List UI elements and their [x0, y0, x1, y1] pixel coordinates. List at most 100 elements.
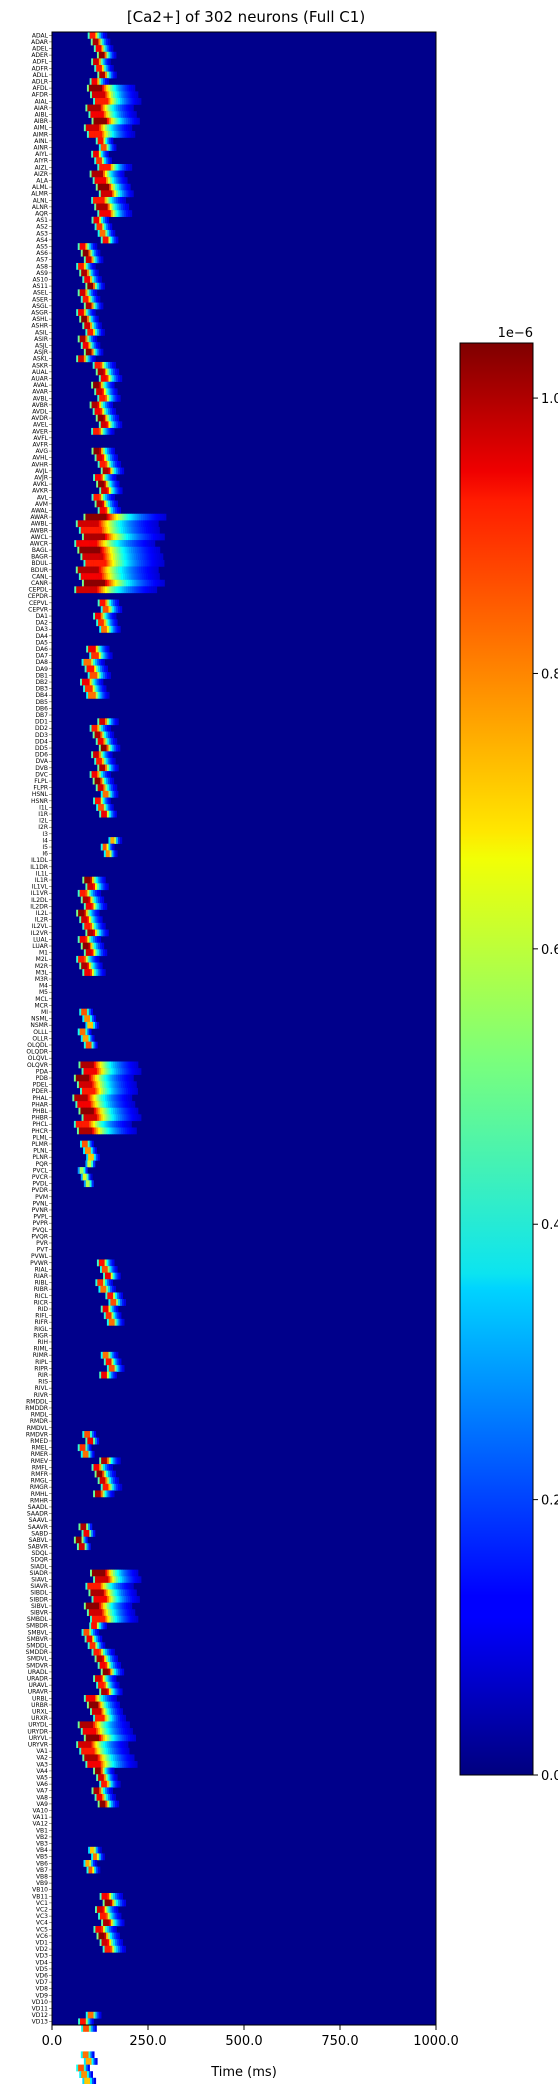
- heatmap-cell: [103, 1801, 105, 1808]
- heatmap-cell: [110, 474, 112, 481]
- heatmap-cell: [81, 1174, 83, 1181]
- heatmap-cell: [112, 454, 114, 461]
- heatmap-cell: [94, 65, 96, 72]
- heatmap-cell: [101, 78, 103, 85]
- heatmap-cell: [99, 1735, 101, 1742]
- heatmap-cell: [97, 534, 99, 541]
- heatmap-cell: [111, 718, 113, 725]
- heatmap-cell: [124, 1121, 126, 1128]
- heatmap-cell: [106, 1748, 108, 1755]
- heatmap-cell: [120, 171, 122, 178]
- heatmap-cell: [95, 1114, 97, 1121]
- heatmap-cell: [110, 428, 112, 435]
- heatmap-cell: [115, 171, 117, 178]
- heatmap-cell: [125, 1127, 127, 1134]
- heatmap-cell: [125, 1616, 127, 1623]
- heatmap-cell: [92, 32, 94, 39]
- heatmap-cell: [130, 1062, 132, 1069]
- heatmap-cell: [97, 1695, 99, 1702]
- heatmap-cell: [86, 2058, 88, 2065]
- heatmap-cell: [89, 1009, 91, 1016]
- heatmap-cell: [108, 751, 110, 758]
- heatmap-cell: [108, 547, 110, 554]
- heatmap-cell: [85, 527, 87, 534]
- heatmap-cell: [78, 289, 80, 296]
- heatmap-cell: [113, 1477, 115, 1484]
- heatmap-cell: [97, 963, 99, 970]
- heatmap-cell: [105, 395, 107, 402]
- heatmap-cell: [95, 474, 97, 481]
- heatmap-cell: [103, 567, 105, 574]
- heatmap-cell: [97, 494, 99, 501]
- heatmap-cell: [105, 138, 107, 145]
- heatmap-cell: [103, 1761, 105, 1768]
- heatmap-cell: [87, 666, 89, 673]
- heatmap-cell: [99, 375, 101, 382]
- heatmap-cell: [96, 388, 98, 395]
- heatmap-cell: [113, 210, 115, 217]
- heatmap-cell: [109, 1708, 111, 1715]
- heatmap-cell: [82, 534, 84, 541]
- heatmap-cell: [104, 1471, 106, 1478]
- heatmap-cell: [103, 1114, 105, 1121]
- heatmap-cell: [109, 738, 111, 745]
- heatmap-cell: [81, 1081, 83, 1088]
- heatmap-cell: [90, 1847, 92, 1854]
- heatmap-cell: [83, 289, 85, 296]
- heatmap-cell: [108, 1933, 110, 1940]
- heatmap-cell: [82, 1068, 84, 1075]
- heatmap-cell: [83, 685, 85, 692]
- heatmap-cell: [114, 1286, 116, 1293]
- heatmap-cell: [98, 1774, 100, 1781]
- heatmap-cell: [79, 1009, 81, 1016]
- heatmap-cell: [115, 1372, 117, 1379]
- heatmap-cell: [92, 1035, 94, 1042]
- heatmap-cell: [124, 105, 126, 112]
- heatmap-cell: [118, 487, 120, 494]
- heatmap-cell: [120, 1721, 122, 1728]
- heatmap-cell: [113, 850, 115, 857]
- heatmap-cell: [93, 1926, 95, 1933]
- heatmap-cell: [92, 1127, 94, 1134]
- heatmap-cell: [108, 177, 110, 184]
- heatmap-cell: [91, 1609, 93, 1616]
- heatmap-cell: [96, 1754, 98, 1761]
- heatmap-cell: [84, 256, 86, 263]
- heatmap-cell: [94, 1754, 96, 1761]
- heatmap-cell: [105, 98, 107, 105]
- heatmap-cell: [122, 177, 124, 184]
- heatmap-cell: [107, 520, 109, 527]
- heatmap-cell: [82, 1537, 84, 1544]
- heatmap-cell: [82, 586, 84, 593]
- heatmap-cell: [110, 1471, 112, 1478]
- heatmap-cell: [90, 1108, 92, 1115]
- heatmap-cell: [103, 652, 105, 659]
- heatmap-cell: [115, 1292, 117, 1299]
- heatmap-cell: [98, 362, 100, 369]
- heatmap-cell: [82, 540, 84, 547]
- heatmap-cell: [95, 1622, 97, 1629]
- heatmap-cell: [101, 949, 103, 956]
- heatmap-cell: [86, 276, 88, 283]
- heatmap-cell: [118, 124, 120, 131]
- heatmap-cell: [105, 428, 107, 435]
- heatmap-cell: [138, 527, 140, 534]
- heatmap-cell: [99, 256, 101, 263]
- heatmap-cell: [115, 1688, 117, 1695]
- heatmap-cell: [99, 1695, 101, 1702]
- heatmap-cell: [105, 91, 107, 98]
- heatmap-cell: [113, 1754, 115, 1761]
- heatmap-cell: [114, 567, 116, 574]
- heatmap-cell: [104, 39, 106, 46]
- heatmap-cell: [91, 514, 93, 521]
- heatmap-cell: [103, 540, 105, 547]
- heatmap-cell: [95, 382, 97, 389]
- heatmap-cell: [80, 2065, 82, 2072]
- heatmap-cell: [84, 303, 86, 310]
- heatmap-cell: [105, 1787, 107, 1794]
- heatmap-cell: [100, 388, 102, 395]
- heatmap-cell: [98, 388, 100, 395]
- heatmap-cell: [127, 85, 129, 92]
- heatmap-cell: [122, 98, 124, 105]
- heatmap-cell: [103, 903, 105, 910]
